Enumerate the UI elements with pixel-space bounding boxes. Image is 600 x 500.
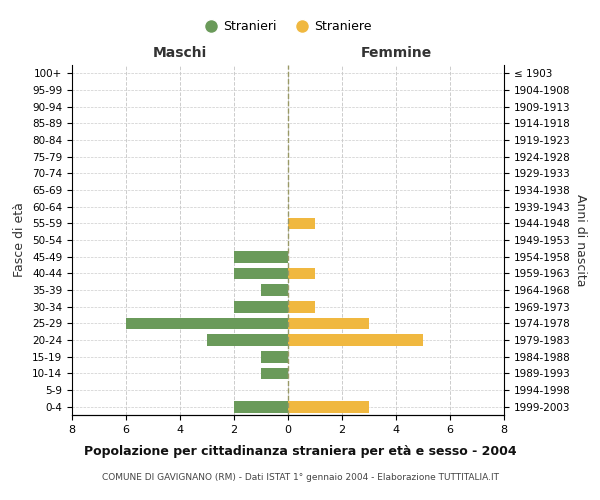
Bar	[261, 284, 288, 296]
Y-axis label: Fasce di età: Fasce di età	[13, 202, 26, 278]
Y-axis label: Anni di nascita: Anni di nascita	[574, 194, 587, 286]
Text: Femmine: Femmine	[361, 46, 431, 60]
Bar	[288, 318, 369, 329]
Bar	[234, 301, 288, 312]
Bar	[288, 334, 423, 346]
Text: Popolazione per cittadinanza straniera per età e sesso - 2004: Popolazione per cittadinanza straniera p…	[83, 445, 517, 458]
Bar	[288, 301, 315, 312]
Text: Maschi: Maschi	[153, 46, 207, 60]
Bar	[234, 268, 288, 279]
Text: COMUNE DI GAVIGNANO (RM) - Dati ISTAT 1° gennaio 2004 - Elaborazione TUTTITALIA.: COMUNE DI GAVIGNANO (RM) - Dati ISTAT 1°…	[101, 472, 499, 482]
Bar	[288, 218, 315, 229]
Bar	[288, 268, 315, 279]
Bar	[234, 401, 288, 412]
Legend: Stranieri, Straniere: Stranieri, Straniere	[199, 15, 377, 38]
Bar	[126, 318, 288, 329]
Bar	[261, 368, 288, 379]
Bar	[207, 334, 288, 346]
Bar	[288, 401, 369, 412]
Bar	[234, 251, 288, 262]
Bar	[261, 351, 288, 362]
